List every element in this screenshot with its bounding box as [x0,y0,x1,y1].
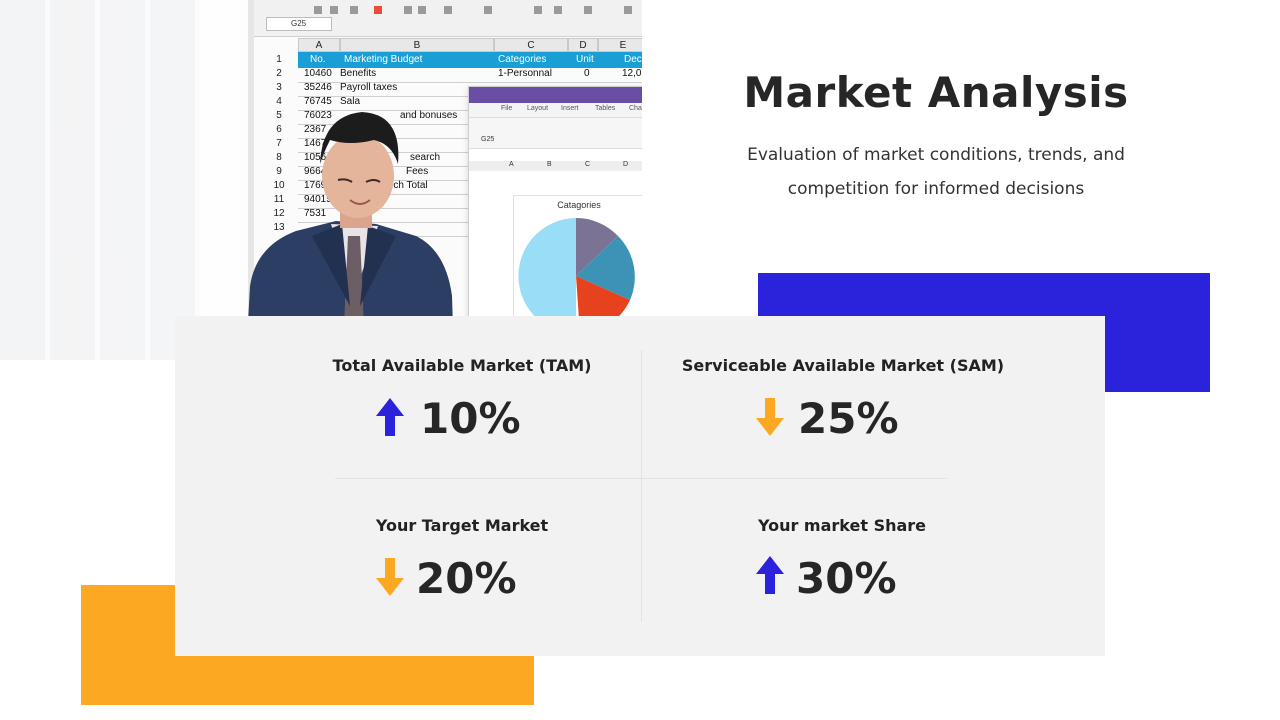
row-number: 12 [273,208,285,219]
inner-tab: Layout [527,105,549,112]
sheet-cell: 9664 [304,166,327,177]
inner-col: B [547,161,552,168]
tam-value: 10% [420,394,521,443]
cell-reference: G25 [266,17,332,31]
sheet-cell: Payroll taxes [340,82,398,93]
row-number: 3 [276,82,282,93]
chart-window: File Layout Insert Tables Cha G25 A B C … [468,86,642,334]
spreadsheet-toolbar: G25 [254,0,642,37]
column-header: E [598,38,642,52]
column-header: D [568,38,598,52]
row-number: 13 [273,222,285,233]
column-header: A [298,38,340,52]
vertical-divider [641,350,642,622]
inner-tab: File [501,105,513,112]
sheet-cell: Sala [340,96,361,107]
horizontal-divider [335,478,947,479]
row-number: 5 [276,110,282,121]
arrow-down-icon [756,398,784,436]
chart-window-tabs: File Layout Insert Tables Cha [469,103,642,118]
column-header: C [494,38,568,52]
sheet-cell: search [410,152,441,163]
row-number: 2 [276,68,282,79]
target-market-label: Your Target Market [375,516,549,535]
inner-tab: Cha [629,105,642,112]
inner-col: A [509,161,514,168]
market-share-label: Your market Share [757,516,927,535]
sheet-cell: 12,03 [622,68,642,79]
header-cell: Marketing Budget [344,54,423,65]
pie-chart-graphic [518,218,635,334]
sheet-cell: Fees [406,166,429,177]
sheet-cell: 1467 [304,138,327,149]
chart-window-toolbar: G25 [469,118,642,149]
row-number: 7 [276,138,282,149]
sheet-cell: 35246 [304,82,332,93]
page-title: Market Analysis [743,68,1129,117]
header-row [298,52,642,68]
inner-tab: Tables [595,105,616,112]
arrow-down-icon [376,558,404,596]
row-number: 8 [276,152,282,163]
sheet-cell: 1-Personnal [498,68,552,79]
target-market-value: 20% [416,554,517,603]
sheet-cell: 10460 [304,68,332,79]
row-number: 6 [276,124,282,135]
sheet-cell: 7531 [304,208,327,219]
inner-col: C [585,161,591,168]
sheet-cell: and bonuses [400,110,458,121]
column-header: B [340,38,494,52]
window-background [0,0,200,360]
inner-tab: Insert [561,105,579,112]
arrow-up-icon [376,398,404,436]
market-share-value: 30% [796,554,897,603]
sam-value: 25% [798,394,899,443]
header-cell: Unit [576,54,594,65]
sheet-cell: 1056 [304,152,327,163]
pie-chart-screen: Catagories [513,195,642,334]
header-cell: No. [310,54,326,65]
row-number: 10 [273,180,285,191]
page-subtitle: Evaluation of market conditions, trends,… [747,145,1125,199]
sheet-cell: rch Total [390,180,428,191]
sheet-cell: 17695 [304,180,332,191]
sheet-cell: 0 [584,68,590,79]
tam-label: Total Available Market (TAM) [332,356,592,375]
row-number: 9 [276,166,282,177]
header-cell: Dec-15 [624,54,642,65]
arrow-up-icon [756,556,784,594]
pie-chart-title: Catagories [557,200,601,210]
sheet-cell: 94015 [304,194,332,205]
row-number: 11 [273,194,285,205]
sheet-cell: 2367 [304,124,327,135]
sheet-cell: 76023 [304,110,332,121]
sheet-cell: Benefits [340,68,377,79]
sam-label: Serviceable Available Market (SAM) [681,356,1005,375]
inner-cell-ref: G25 [481,136,495,143]
sheet-cell: 76745 [304,96,332,107]
inner-col: D [623,161,629,168]
row-number: 1 [276,54,282,65]
metrics-card [175,316,1105,656]
inner-column-headers: A B C D [469,161,642,171]
row-number: 4 [276,96,282,107]
hero-photo: G25 A B C D E No. Marketing Budget Categ… [0,0,642,360]
header-cell: Categories [498,54,547,65]
